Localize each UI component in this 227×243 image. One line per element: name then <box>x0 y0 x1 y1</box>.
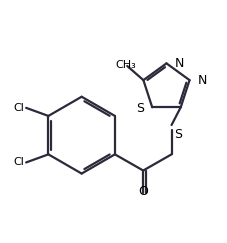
Text: N: N <box>174 57 183 70</box>
Text: O: O <box>138 185 148 198</box>
Text: N: N <box>197 74 206 87</box>
Text: S: S <box>174 128 182 141</box>
Text: S: S <box>136 102 143 115</box>
Text: CH₃: CH₃ <box>115 60 136 70</box>
Text: Cl: Cl <box>13 103 24 113</box>
Text: Cl: Cl <box>13 157 24 167</box>
